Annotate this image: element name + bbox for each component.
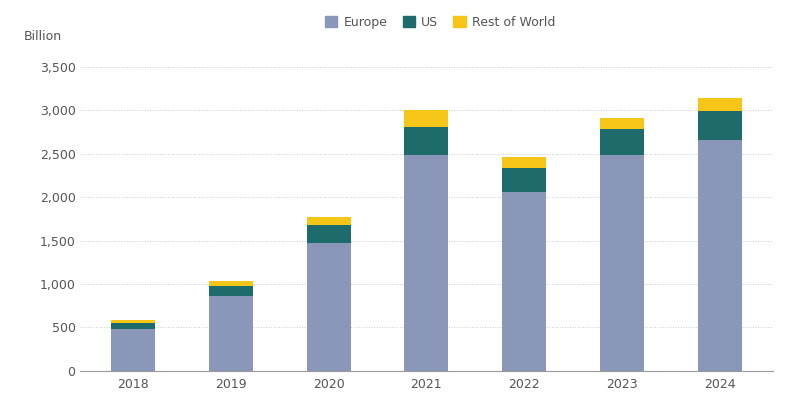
Bar — [502, 169, 546, 192]
Bar — [600, 155, 644, 371]
Bar — [307, 243, 351, 371]
Bar — [404, 127, 449, 155]
Bar — [112, 320, 155, 323]
Bar — [209, 296, 253, 371]
Legend: Europe, US, Rest of World: Europe, US, Rest of World — [320, 11, 560, 34]
Bar — [697, 111, 741, 140]
Bar — [112, 323, 155, 329]
Bar — [600, 117, 644, 129]
Bar — [404, 110, 449, 127]
Bar — [404, 155, 449, 371]
Bar — [502, 192, 546, 371]
Bar — [112, 329, 155, 371]
Bar — [697, 98, 741, 111]
Bar — [209, 281, 253, 286]
Bar — [209, 286, 253, 296]
Bar — [307, 225, 351, 243]
Bar — [600, 129, 644, 155]
Text: Billion: Billion — [24, 30, 62, 43]
Bar — [697, 140, 741, 371]
Bar — [307, 217, 351, 225]
Bar — [502, 157, 546, 169]
